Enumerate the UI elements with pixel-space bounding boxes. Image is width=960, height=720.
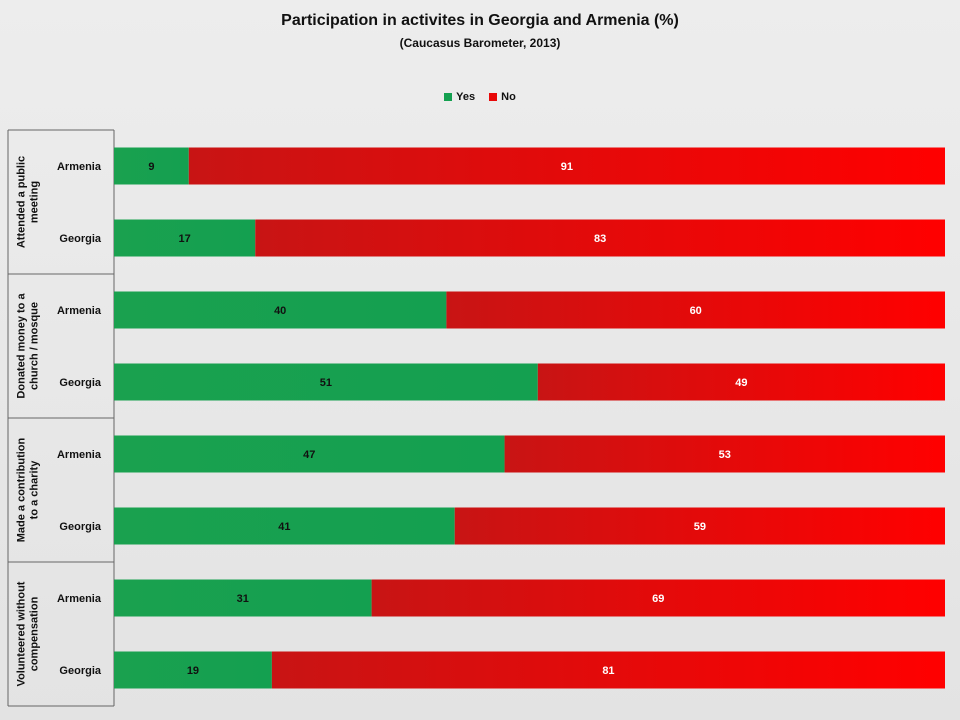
legend: Yes No: [0, 91, 960, 103]
legend-swatch-yes: [444, 93, 453, 101]
bar-no: [255, 219, 945, 257]
bar-yes: [114, 435, 505, 473]
data-label-no: 59: [694, 521, 706, 533]
data-label-no: 91: [561, 161, 573, 173]
category-label: Georgia: [59, 233, 101, 245]
bar-no: [271, 651, 945, 689]
group-label: Volunteered withoutcompensation: [16, 581, 41, 686]
bar-yes: [114, 147, 189, 185]
data-label-yes: 41: [278, 521, 290, 533]
bar-yes: [114, 651, 272, 689]
bar-no: [446, 291, 945, 329]
legend-label-no: No: [501, 91, 516, 103]
data-label-yes: 17: [179, 233, 191, 245]
chart-title: Participation in activites in Georgia an…: [281, 12, 679, 29]
group-label: Attended a publicmeeting: [16, 156, 41, 248]
bar-yes: [114, 579, 372, 617]
data-label-yes: 47: [303, 449, 315, 461]
legend-item-yes: Yes: [444, 91, 475, 103]
data-label-no: 49: [735, 377, 747, 389]
category-label: Armenia: [57, 305, 102, 317]
bar-no: [371, 579, 945, 617]
category-label: Georgia: [59, 665, 101, 677]
category-label: Georgia: [59, 377, 101, 389]
data-label-no: 83: [594, 233, 606, 245]
bar-yes: [114, 507, 455, 545]
data-label-yes: 9: [148, 161, 154, 173]
data-label-yes: 40: [274, 305, 286, 317]
chart-subtitle: (Caucasus Barometer, 2013): [399, 36, 561, 50]
data-label-no: 53: [719, 449, 731, 461]
data-label-yes: 51: [320, 377, 332, 389]
data-label-no: 69: [652, 593, 664, 605]
category-label: Armenia: [57, 161, 102, 173]
bar-no: [188, 147, 946, 185]
category-label: Armenia: [57, 449, 102, 461]
category-label: Armenia: [57, 593, 102, 605]
data-label-no: 81: [602, 665, 614, 677]
category-label: Georgia: [59, 521, 101, 533]
data-label-yes: 19: [187, 665, 199, 677]
data-label-yes: 31: [237, 593, 249, 605]
bar-yes: [114, 291, 447, 329]
data-label-no: 60: [690, 305, 702, 317]
bar-no: [537, 363, 945, 401]
group-label: Made a contributionto a charity: [16, 437, 41, 542]
legend-item-no: No: [489, 91, 516, 103]
bar-yes: [114, 219, 256, 257]
group-label: Donated money to achurch / mosque: [16, 293, 41, 399]
bar-no: [454, 507, 945, 545]
bar-yes: [114, 363, 538, 401]
legend-label-yes: Yes: [456, 91, 476, 103]
legend-swatch-no: [489, 93, 498, 101]
bar-no: [504, 435, 945, 473]
